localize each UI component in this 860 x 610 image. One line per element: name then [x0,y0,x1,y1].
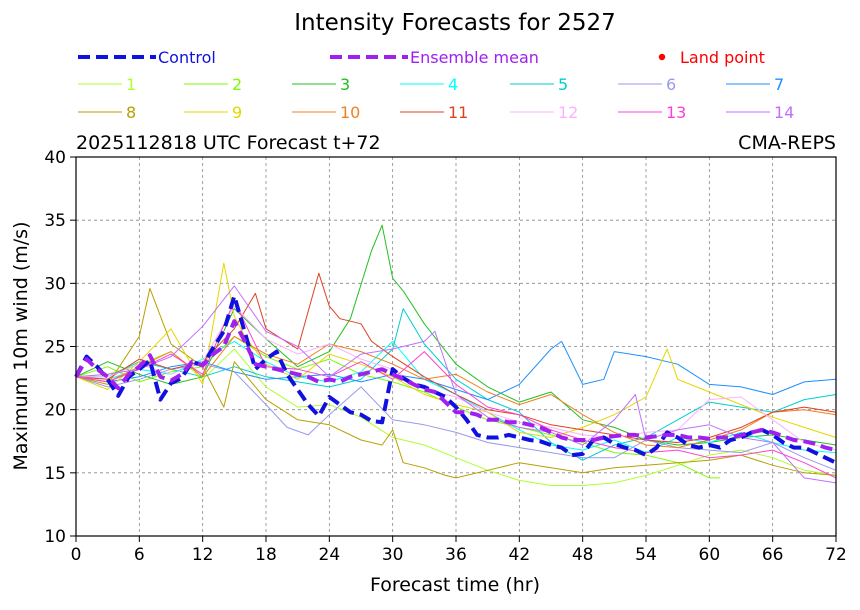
x-axis-label: Forecast time (hr) [370,574,540,596]
y-tick-label: 25 [44,338,66,358]
y-tick-label: 30 [44,274,66,294]
x-tick-label: 24 [319,545,341,565]
axes: 0 6 12 18 24 30 36 42 48 54 60 66 72 10 15 20 25 30 35 40 [44,148,846,565]
chart-subtitle-right: CMA-REPS [738,132,836,154]
legend-label: 13 [666,103,686,122]
legend-label: 12 [558,103,578,122]
series-line-2 [75,335,720,479]
x-tick-label: 48 [572,545,594,565]
x-tick-label: 30 [382,545,404,565]
series-line-8 [75,287,837,479]
legend-label: 5 [558,75,568,94]
y-tick-label: 35 [44,211,66,231]
x-tick-label: 12 [192,545,214,565]
x-tick-label: 60 [699,545,721,565]
legend-label: Ensemble mean [410,48,539,67]
series-line-7 [75,340,837,401]
x-tick-label: 6 [134,545,145,565]
y-tick-label: 20 [44,401,66,421]
series-line-13 [75,300,837,479]
y-tick-label: 10 [44,527,66,547]
series-lines [74,224,837,486]
legend-label: 6 [666,75,676,94]
x-tick-label: 72 [825,545,847,565]
legend-label: Control [158,48,216,67]
chart-title: Intensity Forecasts for 2527 [294,10,616,36]
legend-label: 3 [340,75,350,94]
x-tick-label: 18 [255,545,277,565]
legend-label: 9 [232,103,242,122]
legend-swatch [658,53,666,61]
x-tick-label: 42 [509,545,531,565]
legend-label: 8 [126,103,136,122]
series-line-6 [75,363,837,471]
x-tick-label: 0 [71,545,82,565]
grid [76,157,836,536]
legend-label: 14 [774,103,794,122]
series-line-ensemble-mean [74,319,837,453]
legend-label: 11 [448,103,468,122]
legend-label: Land point [680,48,765,67]
legend-label: 2 [232,75,242,94]
legend-label: 10 [340,103,360,122]
series-line-1 [75,348,837,486]
x-tick-label: 66 [762,545,784,565]
x-tick-label: 54 [635,545,657,565]
series-line-14 [75,285,837,484]
legend-label: 4 [448,75,458,94]
legend-label: 1 [126,75,136,94]
legend-label: 7 [774,75,784,94]
y-tick-label: 15 [44,464,66,484]
y-axis-label: Maximum 10m wind (m/s) [10,222,32,471]
chart-subtitle-left: 2025112818 UTC Forecast t+72 [76,132,381,154]
y-tick-label: 40 [44,148,66,168]
x-tick-label: 36 [445,545,467,565]
